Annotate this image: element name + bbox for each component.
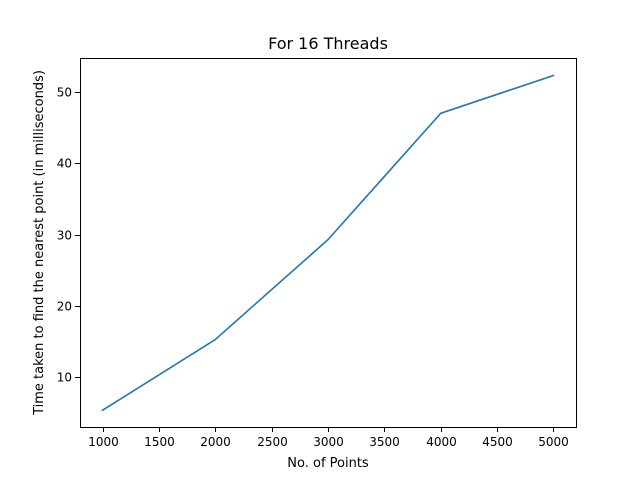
y-axis-ticks: 10 20 30 40 50 <box>57 86 80 385</box>
x-axis-ticks: 1000 1500 2000 2500 3000 3500 4000 4500 5000 <box>88 427 569 449</box>
y-tick-label: 50 <box>57 86 72 100</box>
x-tick-label: 4000 <box>426 435 457 449</box>
x-tick-label: 1000 <box>88 435 119 449</box>
chart-title: For 16 Threads <box>268 34 388 53</box>
x-tick-label: 3500 <box>369 435 400 449</box>
x-tick-label: 4500 <box>482 435 513 449</box>
x-tick-label: 2500 <box>257 435 288 449</box>
y-tick-label: 30 <box>57 229 72 243</box>
plot-frame <box>80 58 577 428</box>
y-tick-label: 10 <box>57 371 72 385</box>
x-tick-label: 3000 <box>313 435 344 449</box>
series-line <box>101 74 555 412</box>
y-tick-label: 40 <box>57 157 72 171</box>
x-tick-label: 2000 <box>200 435 231 449</box>
y-axis-label: Time taken to find the nearest point (in… <box>32 70 47 416</box>
y-tick-label: 20 <box>57 300 72 314</box>
x-tick-label: 1500 <box>144 435 175 449</box>
x-axis-label: No. of Points <box>287 456 369 471</box>
plot-area-background <box>80 58 576 427</box>
x-tick-label: 5000 <box>538 435 569 449</box>
